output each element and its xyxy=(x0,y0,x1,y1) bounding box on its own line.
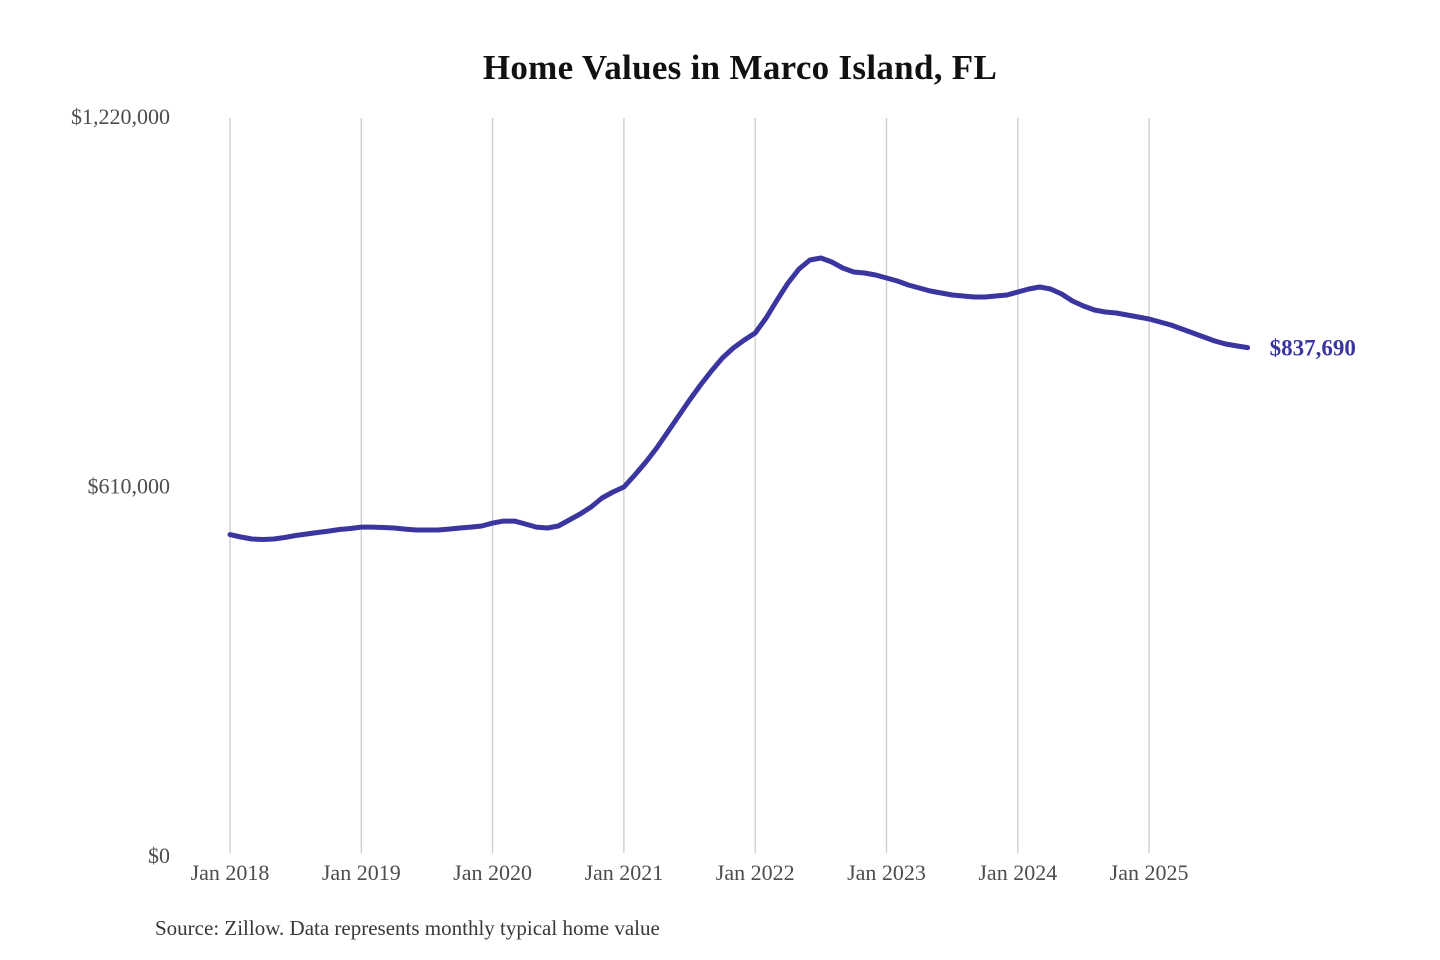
y-tick-label: $1,220,000 xyxy=(71,104,170,129)
x-tick-label: Jan 2021 xyxy=(584,860,663,885)
x-tick-label: Jan 2020 xyxy=(453,860,532,885)
x-tick-label: Jan 2024 xyxy=(978,860,1057,885)
y-tick-label: $0 xyxy=(148,843,170,868)
home-value-line xyxy=(227,255,1251,542)
source-note: Source: Zillow. Data represents monthly … xyxy=(155,916,660,940)
x-tick-label: Jan 2019 xyxy=(322,860,401,885)
x-axis-labels: Jan 2018 Jan 2019 Jan 2020 Jan 2021 Jan 2022… xyxy=(191,860,1189,885)
y-axis-labels: $0 $610,000 $1,220,000 xyxy=(71,104,170,868)
chart-title: Home Values in Marco Island, FL xyxy=(482,48,998,87)
gridlines xyxy=(229,118,1150,853)
x-tick-label: Jan 2018 xyxy=(191,860,270,885)
latest-value-label: $837,690 xyxy=(1270,336,1356,361)
y-tick-label: $610,000 xyxy=(88,474,171,499)
x-tick-label: Jan 2022 xyxy=(716,860,795,885)
x-tick-label: Jan 2023 xyxy=(847,860,926,885)
x-tick-label: Jan 2025 xyxy=(1110,860,1189,885)
